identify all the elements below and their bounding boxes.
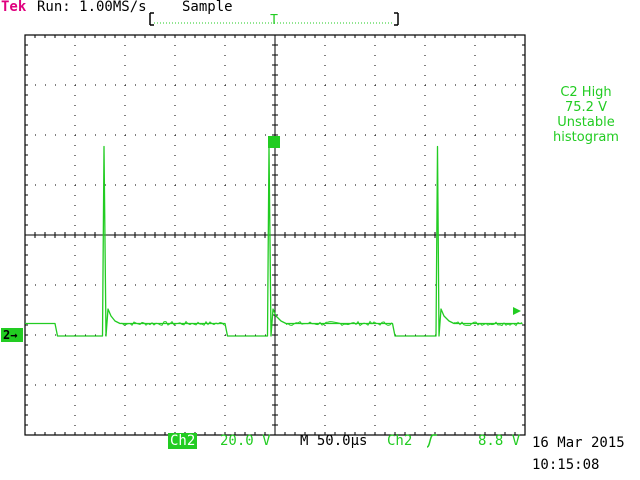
timebase-readout: M 50.0µs xyxy=(300,433,368,449)
trigger-position-bar: T xyxy=(149,12,399,26)
waveform-trace xyxy=(25,145,523,337)
trigger-level-arrow-icon xyxy=(513,307,521,315)
measurement-name: C2 High xyxy=(560,85,612,100)
trigger-source: Ch2 xyxy=(387,433,413,449)
time-readout: 10:15:08 xyxy=(532,457,600,473)
measurement-status: Unstable xyxy=(557,115,615,130)
waveform-noise xyxy=(119,320,523,327)
date-readout: 16 Mar 2015 xyxy=(532,435,625,451)
rising-edge-icon xyxy=(426,434,437,448)
acquisition-mode: Sample xyxy=(182,0,233,15)
channel-badge: Ch2 xyxy=(168,433,198,449)
run-status: Run: 1.00MS/s xyxy=(37,0,147,15)
volts-per-division: 20.0 V xyxy=(220,433,271,449)
measurement-method: histogram xyxy=(553,130,619,145)
channel-2-ground-marker: 2→ xyxy=(1,328,23,342)
arrow-right-icon: → xyxy=(10,328,18,342)
brand-logo: Tek xyxy=(1,0,27,15)
trigger-level: 8.8 V xyxy=(478,433,521,449)
channel-marker-label: 2 xyxy=(3,328,11,342)
trigger-marker-icon xyxy=(268,136,280,148)
measurement-value: 75.2 V xyxy=(565,100,607,115)
trigger-position-label: T xyxy=(270,13,278,26)
graticule xyxy=(24,34,526,436)
